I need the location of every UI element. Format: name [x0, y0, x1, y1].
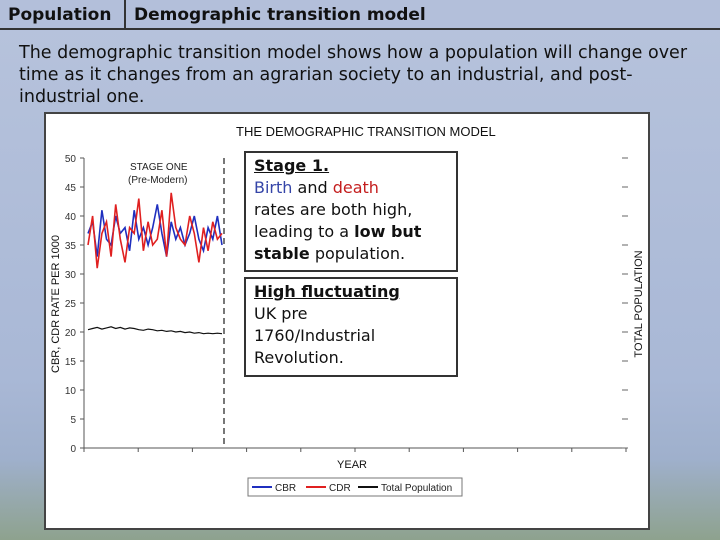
y-tick-label: 40 [65, 212, 77, 223]
stage1-callout: Stage 1. Birth and death rates are both … [244, 151, 458, 272]
y2-axis-label: TOTAL POPULATION [633, 250, 645, 357]
series-line-cbr [87, 204, 223, 257]
title-bar: Population Demographic transition model [0, 0, 720, 30]
legend-label-cdr: CDR [329, 483, 351, 494]
legend-label-cbr: CBR [275, 483, 296, 494]
y-tick-label: 0 [70, 444, 76, 455]
fluctuating-line2: 1760/Industrial [254, 326, 376, 345]
fluctuating-line3: Revolution. [254, 348, 344, 367]
chart-figure: THE DEMOGRAPHIC TRANSITION MODEL 50 45 40 3… [44, 112, 650, 530]
series-line-cdr [87, 192, 223, 269]
x-axis-label: YEAR [337, 459, 367, 471]
fluctuating-callout: High fluctuating UK pre 1760/Industrial … [244, 277, 458, 377]
stage-one-sublabel: (Pre-Modern) [128, 175, 187, 186]
stage-one-label: STAGE ONE [130, 162, 188, 173]
stage1-line3: leading to a low but [254, 221, 448, 243]
y-tick-label: 15 [65, 357, 77, 368]
legend-label-total-population: Total Population [381, 483, 452, 494]
y-tick-label: 5 [70, 415, 76, 426]
word-death: death [332, 178, 379, 197]
y-axis-label: CBR, CDR RATE PER 1000 [50, 235, 62, 373]
y-tick-label: 45 [65, 183, 77, 194]
slide-title: Demographic transition model [126, 0, 720, 30]
y-tick-label: 50 [65, 154, 77, 165]
y-tick-label: 20 [65, 328, 77, 339]
fluctuating-heading: High fluctuating [254, 282, 400, 301]
stage1-line3a: leading to a [254, 222, 355, 241]
word-and: and [292, 178, 333, 197]
stage1-heading: Stage 1. [254, 156, 330, 175]
chart-title: THE DEMOGRAPHIC TRANSITION MODEL [236, 124, 496, 139]
stage1-line2: rates are both high, [254, 200, 413, 219]
word-lowbut: low but [354, 222, 422, 241]
word-birth: Birth [254, 178, 293, 197]
y-tick-label: 10 [65, 386, 77, 397]
section-label: Population [0, 0, 126, 30]
y-tick-label: 35 [65, 241, 77, 252]
stage1-line4b: population. [309, 244, 406, 263]
word-stable: stable [254, 244, 310, 263]
legend-box [247, 477, 463, 497]
y-tick-label: 30 [65, 270, 77, 281]
y-tick-label: 25 [65, 299, 77, 310]
series-line-total-population [87, 326, 223, 335]
fluctuating-line1: UK pre [254, 304, 308, 323]
stage1-line1: Birth and death [254, 177, 448, 199]
stage1-line4: stable population. [254, 243, 448, 265]
intro-text: The demographic transition model shows h… [19, 43, 688, 107]
